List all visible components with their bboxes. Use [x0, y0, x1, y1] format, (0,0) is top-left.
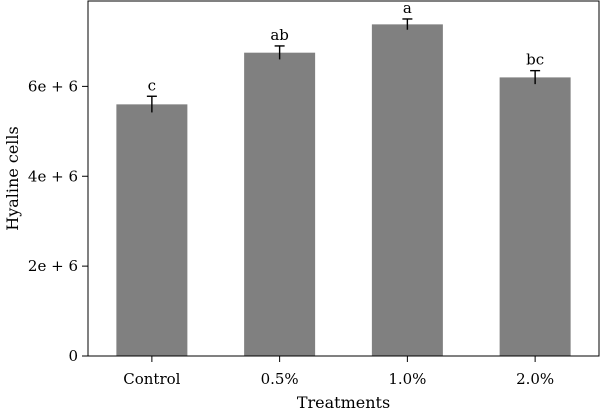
x-tick-label: 2.0% [516, 370, 554, 388]
significance-letter: a [403, 0, 412, 17]
significance-letter: ab [270, 26, 289, 44]
x-tick-label: Control [123, 370, 180, 388]
x-tick-label: 0.5% [261, 370, 299, 388]
error-bars-layer [146, 18, 541, 113]
plot-frame [87, 0, 600, 357]
significance-letter: bc [526, 51, 544, 69]
bar-control [116, 104, 188, 356]
x-tick-label: 1.0% [388, 370, 426, 388]
y-tick-label: 6e + 6 [28, 77, 78, 95]
significance-letter: c [148, 76, 156, 94]
y-tick-label: 2e + 6 [28, 257, 78, 275]
significance-labels-layer: c ab a bc [148, 0, 544, 94]
bar-2-0- [499, 77, 571, 357]
x-axis-ticks: Control 0.5% 1.0% 2.0% [123, 356, 554, 388]
bar-0-5- [244, 52, 316, 356]
y-axis-ticks: 0 2e + 6 4e + 6 6e + 6 [28, 77, 88, 365]
x-axis-title: Treatments [297, 393, 390, 412]
bar-1-0- [371, 24, 443, 356]
y-axis-title: Hyaline cells [3, 126, 22, 231]
y-tick-label: 4e + 6 [28, 167, 78, 185]
bars-layer [116, 24, 571, 357]
y-tick-label: 0 [68, 347, 78, 365]
